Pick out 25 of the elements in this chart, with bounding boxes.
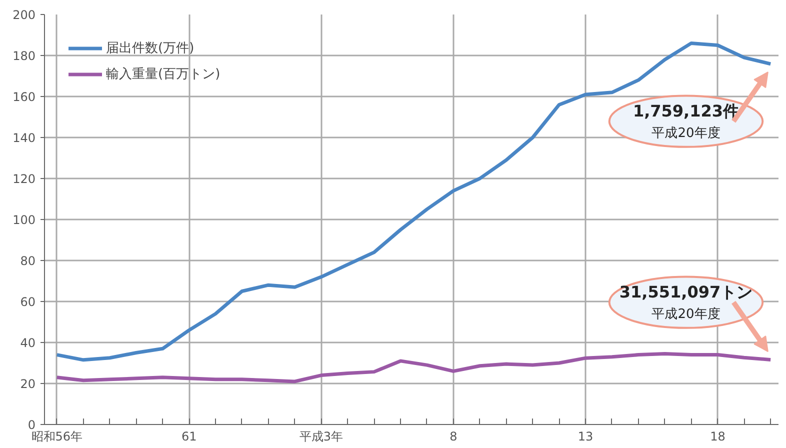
x-tick-label: 昭和56年: [31, 430, 83, 444]
annotation: 平成20年度: [652, 125, 720, 142]
legend-label: 輸入重量(百万トン): [106, 66, 220, 83]
y-tick-label: 100: [12, 213, 36, 227]
x-tick-label: 8: [450, 430, 458, 444]
y-tick-label: 20: [20, 377, 36, 391]
line-series: [55, 41, 772, 362]
x-tick-label: 平成3年: [299, 430, 344, 444]
y-tick-label: 40: [20, 336, 36, 350]
y-tick-label: 60: [20, 295, 36, 309]
y-tick-label: 180: [12, 49, 36, 63]
y-tick-label: 200: [12, 8, 36, 22]
annotation: 31,551,097トン: [619, 282, 753, 302]
legend-label: 届出件数(万件): [106, 40, 194, 57]
annotation: 1,759,123件: [632, 102, 740, 121]
x-tick-label: 18: [710, 430, 726, 444]
x-tick-label: 13: [578, 430, 594, 444]
x-tick-label: 61: [181, 430, 197, 444]
y-tick-label: 140: [12, 131, 36, 145]
line-series: [55, 352, 772, 384]
y-tick-label: 0: [28, 418, 36, 432]
y-tick-label: 160: [12, 90, 36, 104]
y-tick-label: 120: [12, 172, 36, 186]
annotation: 平成20年度: [652, 306, 720, 322]
y-tick-label: 80: [20, 254, 36, 268]
